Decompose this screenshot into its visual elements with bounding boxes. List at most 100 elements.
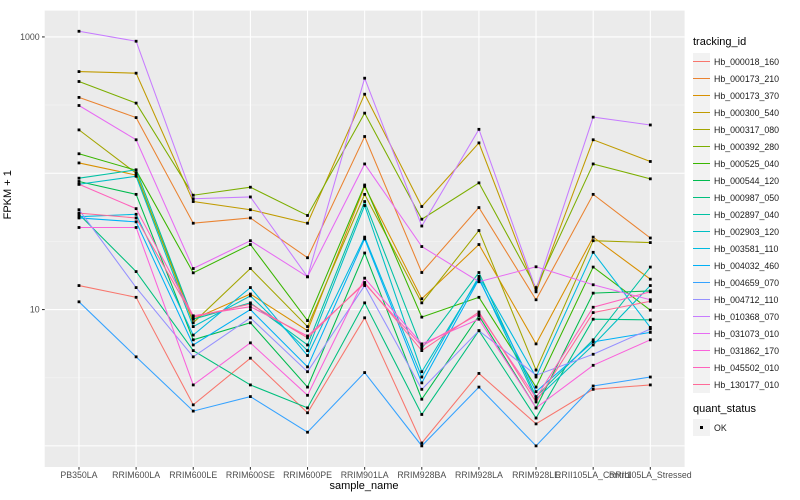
data-point	[77, 161, 81, 165]
data-point	[591, 239, 595, 243]
data-point	[248, 395, 252, 398]
data-point	[477, 275, 481, 278]
data-point	[648, 308, 652, 312]
data-point	[134, 207, 138, 211]
legend-item-Hb_000987_050: Hb_000987_050	[693, 189, 799, 206]
legend-key-line-icon	[693, 145, 710, 148]
data-point	[248, 243, 252, 246]
legend-key-box	[693, 308, 710, 325]
data-point	[534, 390, 538, 394]
legend-item-quant-ok: OK	[693, 419, 799, 436]
data-point	[534, 400, 538, 404]
x-tick-label: RRIM600PE	[283, 470, 332, 480]
data-point	[534, 298, 538, 302]
data-point	[420, 344, 424, 348]
data-point	[420, 245, 424, 248]
data-point	[591, 352, 595, 356]
x-tick-label: PB350LA	[60, 470, 97, 480]
data-point	[591, 387, 595, 391]
legend-key-line-icon	[693, 315, 710, 318]
data-point	[477, 277, 481, 281]
legend-key-box	[693, 291, 710, 308]
legend-item-label: Hb_000300_540	[714, 107, 780, 118]
data-point	[477, 206, 481, 209]
data-point	[77, 176, 81, 180]
legend-key-line-icon	[693, 247, 710, 250]
data-point	[648, 177, 652, 181]
data-point	[648, 325, 652, 329]
data-point	[191, 200, 195, 203]
legend-key-line-icon	[693, 230, 710, 233]
legend-key-line-icon	[693, 281, 710, 284]
legend-item-Hb_000300_540: Hb_000300_540	[693, 104, 799, 121]
data-point	[477, 141, 481, 145]
data-point	[420, 346, 424, 350]
data-point	[591, 162, 595, 166]
legend-item-label: Hb_000987_050	[714, 192, 780, 203]
data-point	[363, 92, 367, 96]
data-point	[363, 192, 367, 196]
legend-item-label: Hb_000544_120	[714, 175, 780, 186]
data-point	[191, 383, 195, 387]
y-axis-title: FPKM + 1	[2, 170, 14, 220]
data-point	[477, 317, 481, 321]
data-point	[591, 338, 595, 342]
legend-item-Hb_000544_120: Hb_000544_120	[693, 172, 799, 189]
legend-item-Hb_004032_460: Hb_004032_460	[693, 257, 799, 274]
data-point	[477, 372, 481, 375]
data-point	[191, 355, 195, 359]
legend-key-box	[693, 138, 710, 155]
black-square-point-icon	[700, 426, 703, 429]
data-point	[134, 295, 138, 299]
legend-item-Hb_000317_080: Hb_000317_080	[693, 121, 799, 138]
data-point	[248, 195, 252, 199]
x-tick-label: RRIM600SE	[226, 470, 275, 480]
data-point	[363, 76, 367, 80]
legend-item-label: Hb_004712_110	[714, 294, 779, 305]
data-point	[77, 96, 81, 99]
legend-key-box	[693, 359, 710, 376]
data-point	[648, 123, 652, 127]
legend-item-label: Hb_031073_010	[714, 328, 780, 339]
data-point	[77, 29, 81, 33]
data-point	[420, 315, 424, 319]
data-point	[591, 283, 595, 287]
data-point	[534, 373, 538, 377]
legend-item-label: Hb_000173_210	[714, 73, 780, 84]
data-point	[134, 286, 138, 289]
data-point	[77, 128, 81, 132]
data-point	[306, 336, 309, 340]
data-point	[363, 111, 367, 115]
data-point	[248, 185, 252, 189]
legend-items-quant: OK	[693, 419, 799, 436]
data-point	[534, 265, 538, 269]
data-point	[306, 406, 309, 410]
legend-key-box	[693, 53, 710, 70]
legend-item-label: Hb_000173_370	[714, 90, 780, 101]
legend-item-label: Hb_031862_170	[714, 345, 780, 356]
data-point	[420, 342, 424, 346]
x-tick-label: RRII105LA_Control	[555, 470, 631, 480]
data-point	[77, 284, 81, 287]
data-point	[648, 375, 652, 379]
legend-key-line-icon	[693, 77, 710, 80]
legend-key-line-icon	[693, 60, 710, 63]
legend-key-line-icon	[693, 349, 710, 352]
data-point	[306, 343, 309, 347]
data-point	[77, 182, 81, 186]
legend-key-line-icon	[693, 332, 710, 335]
data-point	[77, 180, 81, 183]
data-point	[306, 385, 309, 389]
data-point	[191, 271, 195, 275]
x-tick-label: RRIM928LA	[455, 470, 503, 480]
legend-item-Hb_000018_160: Hb_000018_160	[693, 53, 799, 70]
data-point	[591, 384, 595, 388]
data-point	[591, 250, 595, 254]
data-point	[191, 343, 195, 347]
legend-item-label: Hb_000317_080	[714, 124, 780, 135]
data-point	[248, 286, 252, 289]
data-point	[534, 368, 538, 372]
data-point	[648, 160, 652, 163]
legend-key-box	[693, 87, 710, 104]
